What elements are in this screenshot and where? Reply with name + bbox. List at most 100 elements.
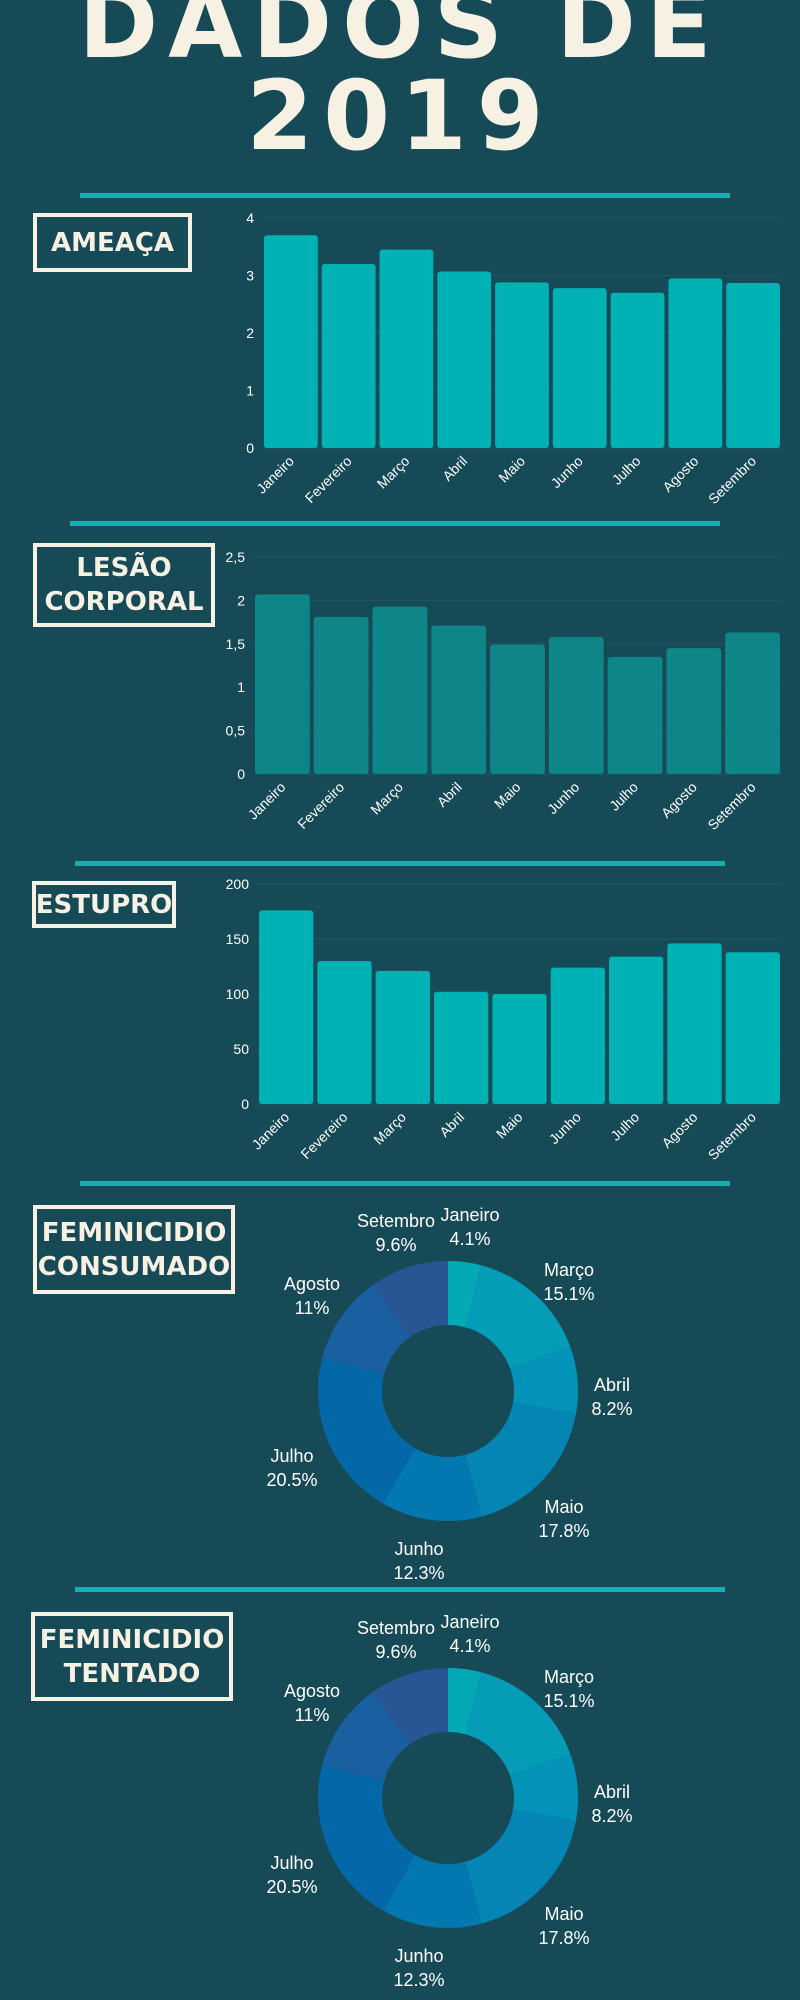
fem_consumado-slice-0 (448, 1261, 482, 1328)
lesao-ytick-label: 2 (237, 592, 245, 608)
lesao-xtick-label: Fevereiro (294, 779, 347, 832)
estupro-bar-8 (725, 952, 780, 1104)
estupro-ytick-label: 50 (233, 1041, 249, 1057)
estupro-bar-3 (434, 991, 489, 1104)
ameaca-bar-5 (552, 288, 607, 448)
fem_consumado-slice-pct: 15.1% (543, 1284, 594, 1304)
lesao-bar-3 (431, 625, 487, 774)
ameaca-xtick-label: Junho (548, 453, 586, 491)
fem_tentado-slice-label: Abril (594, 1782, 630, 1802)
ameaca-xtick-label: Abril (439, 453, 470, 484)
estupro-xtick-label: Junho (546, 1109, 584, 1147)
fem_consumado-slice-pct: 4.1% (449, 1229, 490, 1249)
lesao-xtick-label: Abril (434, 779, 465, 810)
divider-2 (70, 521, 720, 526)
estupro-bar-5 (550, 967, 605, 1104)
estupro-ytick-label: 150 (226, 931, 250, 947)
fem_tentado-slice-pct: 9.6% (375, 1642, 416, 1662)
divider-3 (75, 861, 725, 866)
lesao-xtick-label: Janeiro (245, 779, 289, 823)
ameaca-xtick-label: Setembro (705, 453, 759, 507)
divider-4 (80, 1181, 730, 1186)
fem_tentado-slice-label: Setembro (357, 1618, 435, 1638)
fem_consumado-slice-pct: 8.2% (591, 1399, 632, 1419)
page-title-line-1: DADOS DE (78, 0, 722, 80)
lesao-bar-4 (490, 644, 545, 774)
fem_tentado-slice-7 (373, 1668, 448, 1744)
estupro-xtick-label: Setembro (705, 1109, 759, 1163)
divider-5 (75, 1587, 725, 1592)
lesao-bar-0 (255, 594, 310, 774)
fem_tentado-slice-label: Março (544, 1667, 594, 1687)
ameaca-ytick-label: 0 (246, 440, 254, 456)
lesao-ytick-label: 2,5 (226, 549, 246, 565)
section-label-feminicidio-tentado: FEMINICIDIO TENTADO (31, 1612, 233, 1701)
fem_consumado-slice-label: Janeiro (440, 1205, 499, 1225)
fem_tentado-slice-pct: 17.8% (538, 1928, 589, 1948)
estupro-bar-6 (609, 956, 664, 1104)
estupro-xtick-label: Agosto (658, 1109, 700, 1151)
estupro-bar-4 (492, 994, 547, 1104)
lesao-bar-2 (372, 606, 428, 774)
fem_consumado-slice-label: Julho (270, 1446, 313, 1466)
fem_consumado-slice-pct: 20.5% (266, 1470, 317, 1490)
ameaca-xtick-label: Janeiro (253, 453, 297, 497)
fem_consumado-slice-pct: 9.6% (375, 1235, 416, 1255)
fem_consumado-slice-label: Junho (394, 1539, 443, 1559)
divider-1 (80, 193, 730, 198)
fem_tentado-slice-4 (383, 1855, 482, 1928)
fem_tentado-slice-label: Julho (270, 1853, 313, 1873)
fem_consumado-slice-label: Agosto (284, 1274, 340, 1294)
fem_tentado-slice-2 (510, 1753, 578, 1821)
fem_consumado-slice-1 (465, 1265, 571, 1369)
fem_tentado-slice-label: Junho (394, 1946, 443, 1966)
estupro-ytick-label: 100 (226, 986, 250, 1002)
ameaca-bar-7 (668, 278, 723, 448)
lesao-bar-6 (607, 656, 663, 774)
estupro-bar-0 (259, 910, 314, 1104)
ameaca-xtick-label: Fevereiro (302, 453, 355, 506)
fem_consumado-slice-5 (318, 1357, 416, 1504)
ameaca-bar-1 (321, 264, 376, 448)
ameaca-ytick-label: 2 (246, 325, 254, 341)
lesao-bar-7 (666, 648, 722, 774)
fem_tentado-slice-1 (465, 1672, 571, 1776)
fem_consumado-slice-3 (465, 1402, 577, 1517)
fem_consumado-slice-4 (383, 1448, 482, 1522)
ameaca-xtick-label: Agosto (659, 453, 701, 495)
lesao-xtick-label: Agosto (658, 779, 700, 821)
estupro-xtick-label: Janeiro (249, 1109, 293, 1153)
fem_tentado-slice-pct: 20.5% (266, 1877, 317, 1897)
fem_consumado-slice-7 (373, 1261, 448, 1337)
ameaca-bar-2 (379, 249, 434, 448)
fem_consumado-slice-2 (510, 1346, 578, 1414)
fem_consumado-slice-pct: 17.8% (538, 1521, 589, 1541)
page-title-line-2: 2019 (246, 60, 554, 172)
fem_consumado-slice-pct: 12.3% (393, 1563, 444, 1583)
fem_tentado-slice-pct: 11% (295, 1705, 330, 1725)
estupro-xtick-label: Maio (493, 1109, 526, 1142)
estupro-xtick-label: Março (370, 1109, 409, 1148)
fem_tentado-slice-label: Agosto (284, 1681, 340, 1701)
lesao-ytick-label: 1 (237, 679, 245, 695)
ameaca-bar-8 (726, 282, 780, 448)
ameaca-bar-4 (495, 282, 549, 448)
fem_consumado-slice-6 (322, 1284, 411, 1375)
lesao-xtick-label: Março (367, 779, 406, 818)
fem_tentado-slice-0 (448, 1668, 482, 1735)
lesao-bar-8 (725, 632, 780, 774)
estupro-bar-7 (667, 943, 722, 1104)
lesao-xtick-label: Maio (491, 779, 524, 812)
lesao-xtick-label: Julho (606, 779, 641, 814)
ameaca-ytick-label: 3 (246, 268, 254, 284)
section-label-feminicidio-consumado: FEMINICIDIO CONSUMADO (33, 1205, 235, 1294)
fem_consumado-slice-label: Abril (594, 1375, 630, 1395)
estupro-xtick-label: Abril (436, 1109, 467, 1140)
lesao-xtick-label: Junho (544, 779, 582, 817)
fem_tentado-slice-pct: 4.1% (449, 1636, 490, 1656)
ameaca-bar-3 (437, 271, 492, 448)
estupro-bar-2 (375, 970, 430, 1104)
lesao-xtick-label: Setembro (704, 779, 758, 833)
estupro-xtick-label: Julho (607, 1109, 642, 1144)
